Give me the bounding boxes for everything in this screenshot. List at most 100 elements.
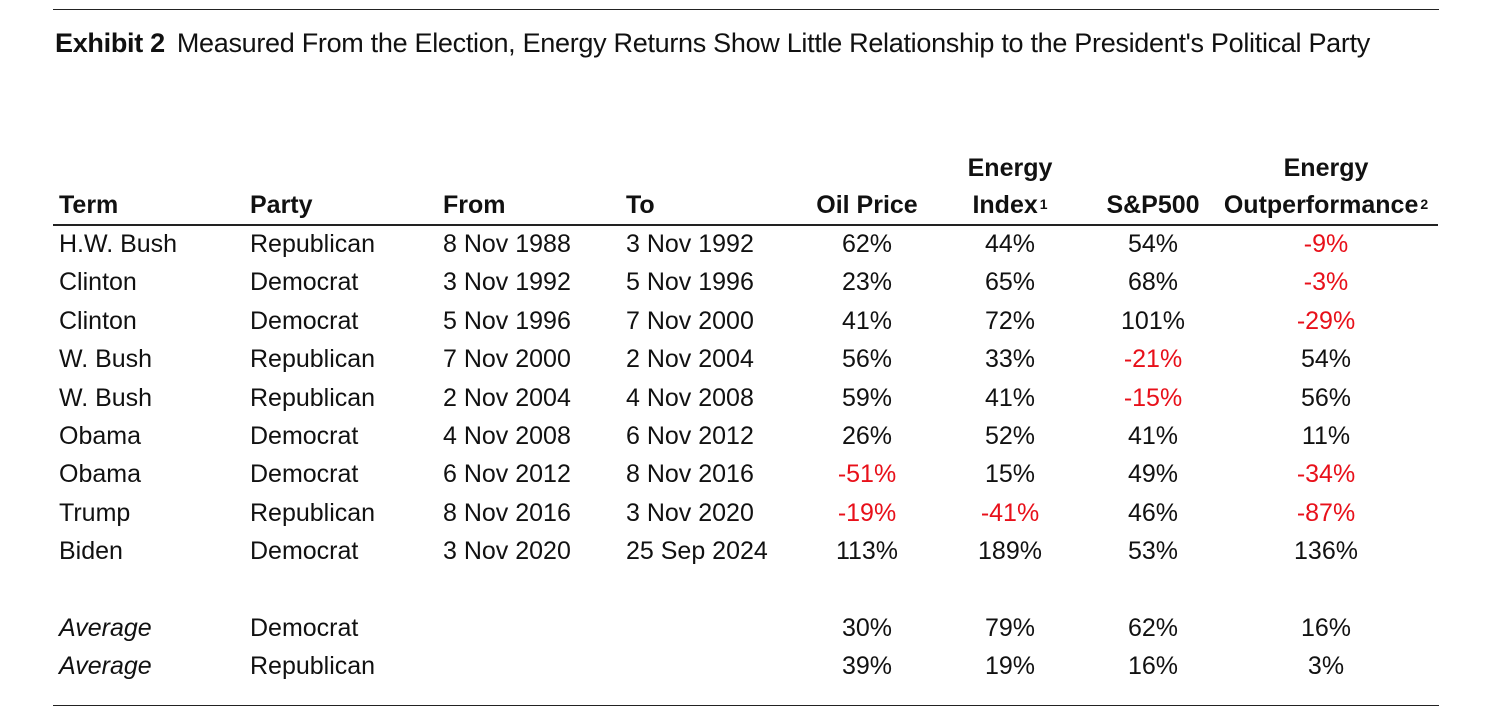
top-rule: [53, 9, 1439, 10]
cell-to: 3 Nov 2020: [626, 499, 754, 527]
cell-energy: 41%: [984, 384, 1036, 412]
cell-party: Republican: [250, 499, 376, 527]
cell-outperf: 16%: [1300, 614, 1352, 642]
cell-outperf: 136%: [1294, 537, 1358, 565]
cell-energy: 33%: [984, 345, 1036, 373]
col-header-energy-text: Index: [972, 191, 1038, 219]
cell-to: 3 Nov 1992: [626, 230, 754, 258]
footnote-1-marker: 1: [1039, 196, 1048, 212]
cell-oil: 39%: [841, 652, 893, 680]
cell-term: Average: [59, 614, 152, 642]
cell-outperf: -29%: [1296, 307, 1356, 335]
cell-term: Obama: [59, 422, 141, 450]
cell-sp: 49%: [1127, 460, 1179, 488]
cell-party: Democrat: [250, 460, 359, 488]
cell-sp: 46%: [1127, 499, 1179, 527]
cell-to: 5 Nov 1996: [626, 268, 754, 296]
cell-term: W. Bush: [59, 384, 153, 412]
cell-party: Democrat: [250, 614, 359, 642]
cell-from: 3 Nov 2020: [443, 537, 571, 565]
cell-from: 6 Nov 2012: [443, 460, 571, 488]
cell-oil: -51%: [837, 460, 897, 488]
cell-term: Clinton: [59, 268, 137, 296]
col-header-outperf-line1: Energy: [1283, 154, 1369, 182]
cell-term: Clinton: [59, 307, 137, 335]
cell-to: 2 Nov 2004: [626, 345, 754, 373]
cell-sp: 62%: [1127, 614, 1179, 642]
cell-party: Democrat: [250, 268, 359, 296]
col-header-from: From: [443, 191, 506, 219]
cell-energy: 52%: [984, 422, 1036, 450]
cell-to: 8 Nov 2016: [626, 460, 754, 488]
cell-outperf: 54%: [1300, 345, 1352, 373]
cell-energy: 79%: [984, 614, 1036, 642]
cell-term: Average: [59, 652, 152, 680]
cell-outperf: -9%: [1303, 230, 1349, 258]
cell-sp: 16%: [1127, 652, 1179, 680]
header-rule: [53, 224, 1438, 226]
cell-outperf: 56%: [1300, 384, 1352, 412]
col-header-to: To: [626, 191, 655, 219]
cell-oil: 62%: [841, 230, 893, 258]
col-header-energy-line2: Index 1: [972, 190, 1047, 223]
cell-party: Democrat: [250, 537, 359, 565]
cell-outperf: -87%: [1296, 499, 1356, 527]
cell-to: 25 Sep 2024: [626, 537, 768, 565]
cell-from: 8 Nov 1988: [443, 230, 571, 258]
cell-from: 7 Nov 2000: [443, 345, 571, 373]
cell-oil: 41%: [841, 307, 893, 335]
cell-party: Republican: [250, 345, 376, 373]
cell-sp: 101%: [1121, 307, 1185, 335]
bottom-rule: [53, 705, 1439, 706]
cell-energy: 19%: [984, 652, 1036, 680]
cell-outperf: -34%: [1296, 460, 1356, 488]
cell-sp: 53%: [1127, 537, 1179, 565]
cell-outperf: 3%: [1307, 652, 1345, 680]
cell-term: H.W. Bush: [59, 230, 178, 258]
cell-from: 5 Nov 1996: [443, 307, 571, 335]
cell-oil: 23%: [841, 268, 893, 296]
exhibit-title: Exhibit 2 Measured From the Election, Ene…: [55, 28, 1370, 59]
cell-energy: 44%: [984, 230, 1036, 258]
cell-energy: 189%: [978, 537, 1042, 565]
exhibit-label: Exhibit 2: [55, 28, 165, 58]
cell-sp: 54%: [1127, 230, 1179, 258]
col-header-outperf-text: Outperformance: [1223, 191, 1419, 219]
cell-sp: -21%: [1123, 345, 1183, 373]
cell-party: Republican: [250, 652, 376, 680]
cell-term: Obama: [59, 460, 141, 488]
cell-from: 8 Nov 2016: [443, 499, 571, 527]
cell-term: W. Bush: [59, 345, 153, 373]
cell-from: 3 Nov 1992: [443, 268, 571, 296]
cell-oil: 113%: [835, 537, 899, 565]
cell-oil: -19%: [837, 499, 897, 527]
cell-term: Biden: [59, 537, 123, 565]
cell-oil: 30%: [841, 614, 893, 642]
cell-energy: -41%: [980, 499, 1040, 527]
cell-party: Democrat: [250, 422, 359, 450]
cell-sp: -15%: [1123, 384, 1183, 412]
cell-from: 2 Nov 2004: [443, 384, 571, 412]
cell-from: 4 Nov 2008: [443, 422, 571, 450]
cell-energy: 65%: [984, 268, 1036, 296]
cell-oil: 59%: [841, 384, 893, 412]
cell-party: Democrat: [250, 307, 359, 335]
cell-outperf: 11%: [1301, 422, 1351, 450]
exhibit-title-text: Measured From the Election, Energy Retur…: [176, 28, 1370, 58]
col-header-energy-line1: Energy: [967, 154, 1053, 182]
cell-oil: 26%: [841, 422, 893, 450]
cell-sp: 41%: [1127, 422, 1179, 450]
col-header-party: Party: [250, 191, 313, 219]
cell-energy: 15%: [984, 460, 1036, 488]
cell-sp: 68%: [1127, 268, 1179, 296]
cell-energy: 72%: [984, 307, 1036, 335]
col-header-sp500: S&P500: [1106, 191, 1200, 219]
cell-party: Republican: [250, 230, 376, 258]
cell-party: Republican: [250, 384, 376, 412]
footnote-2-marker: 2: [1420, 196, 1429, 212]
col-header-outperf-line2: Outperformance 2: [1224, 190, 1428, 223]
col-header-oil-price: Oil Price: [816, 191, 918, 219]
cell-outperf: -3%: [1303, 268, 1349, 296]
cell-term: Trump: [59, 499, 131, 527]
cell-to: 6 Nov 2012: [626, 422, 754, 450]
